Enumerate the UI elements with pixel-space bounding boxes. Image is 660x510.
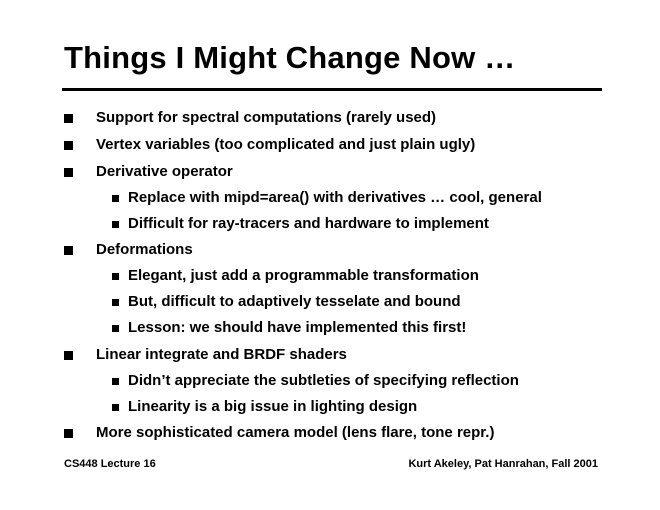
bullet-text: Linear integrate and BRDF shaders: [96, 346, 347, 363]
square-bullet-icon: [64, 168, 73, 177]
square-bullet-icon: [112, 299, 119, 306]
square-bullet-icon: [112, 273, 119, 280]
square-bullet-icon: [112, 195, 119, 202]
square-bullet-icon: [64, 429, 73, 438]
bullet-text: Vertex variables (too complicated and ju…: [96, 136, 476, 153]
title-divider: [62, 88, 602, 91]
bullet-text: Elegant, just add a programmable transfo…: [128, 267, 479, 284]
square-bullet-icon: [112, 404, 119, 411]
bullet-text: But, difficult to adaptively tesselate a…: [128, 293, 461, 310]
square-bullet-icon: [64, 246, 73, 255]
bullet-text: Derivative operator: [96, 163, 233, 180]
bullet-text: Replace with mipd=area() with derivative…: [128, 189, 542, 206]
square-bullet-icon: [64, 351, 73, 360]
bullet-text: Linearity is a big issue in lighting des…: [128, 398, 418, 415]
square-bullet-icon: [64, 114, 73, 123]
square-bullet-icon: [112, 325, 119, 332]
slide-title: Things I Might Change Now …: [64, 40, 516, 75]
bullet-text: Deformations: [96, 241, 193, 258]
bullet-text: More sophisticated camera model (lens fl…: [96, 424, 495, 441]
bullet-text: Didn’t appreciate the subtleties of spec…: [128, 372, 519, 389]
square-bullet-icon: [112, 221, 119, 228]
square-bullet-icon: [64, 141, 73, 150]
footer-authors: Kurt Akeley, Pat Hanrahan, Fall 2001: [408, 458, 598, 470]
bullet-text: Support for spectral computations (rarel…: [96, 109, 437, 126]
bullet-text: Difficult for ray-tracers and hardware t…: [128, 215, 489, 232]
bullet-text: Lesson: we should have implemented this …: [128, 319, 467, 336]
footer-course: CS448 Lecture 16: [64, 458, 156, 470]
square-bullet-icon: [112, 378, 119, 385]
